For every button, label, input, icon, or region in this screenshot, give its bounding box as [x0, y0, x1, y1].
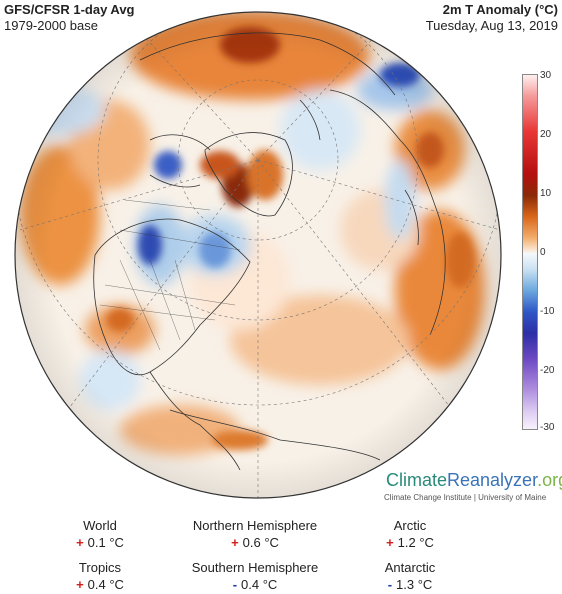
colorbar-tick: -30 — [540, 422, 555, 433]
base-period: 1979-2000 base — [4, 18, 98, 33]
stat-arctic: Arctic +1.2 °C — [350, 517, 470, 551]
colorbar-tick: -20 — [540, 365, 555, 376]
stat-value: 0.4 °C — [87, 577, 124, 592]
stat-sign: + — [76, 577, 84, 592]
variable-label: 2m T Anomaly (°C) — [442, 2, 558, 17]
stat-antarctic: Antarctic -1.3 °C — [350, 559, 470, 593]
stat-value: 1.3 °C — [396, 577, 433, 592]
stat-sign: + — [386, 535, 394, 550]
stat-world: World +0.1 °C — [40, 517, 160, 551]
brand-part3: .org — [537, 470, 562, 490]
stat-label: Arctic — [393, 518, 427, 533]
stat-sign: + — [231, 535, 239, 550]
stat-sign: + — [76, 535, 84, 550]
stat-tropics: Tropics +0.4 °C — [40, 559, 160, 593]
stat-value: 0.1 °C — [87, 535, 124, 550]
stat-label: Northern Hemisphere — [192, 518, 318, 533]
stat-label: Tropics — [78, 560, 122, 575]
globe-map — [14, 11, 502, 499]
colorbar-tick: 10 — [540, 188, 552, 199]
stat-sign: - — [387, 577, 393, 592]
brand-part1: Climate — [386, 470, 448, 490]
stat-value: 1.2 °C — [397, 535, 434, 550]
date-label: Tuesday, Aug 13, 2019 — [425, 18, 558, 33]
stat-southern-hemisphere: Southern Hemisphere -0.4 °C — [170, 559, 340, 593]
stat-label: World — [83, 518, 117, 533]
colorbar-tick: 0 — [540, 247, 546, 258]
colorbar-tick: 20 — [540, 129, 552, 140]
colorbar-tick: -10 — [540, 306, 555, 317]
brand-subtitle: Climate Change Institute | University of… — [384, 493, 547, 502]
brand-logo[interactable]: ClimateReanalyzer.org — [386, 470, 562, 490]
brand-part2: Reanalyzer — [447, 470, 538, 490]
stat-label: Southern Hemisphere — [191, 560, 319, 575]
anomaly-field — [15, 12, 501, 498]
stat-value: 0.4 °C — [241, 577, 278, 592]
stat-value: 0.6 °C — [242, 535, 279, 550]
stat-sign: - — [232, 577, 238, 592]
colorbar-tick: 30 — [540, 70, 552, 81]
stat-label: Antarctic — [384, 560, 436, 575]
colorbar — [522, 74, 538, 430]
header-left: GFS/CFSR 1-day Avg 1979-2000 base — [4, 2, 135, 34]
header-right: 2m T Anomaly (°C) Tuesday, Aug 13, 2019 — [426, 2, 558, 34]
globe-outline — [14, 11, 502, 499]
map-title: GFS/CFSR 1-day Avg — [4, 2, 135, 17]
stat-northern-hemisphere: Northern Hemisphere +0.6 °C — [170, 517, 340, 551]
